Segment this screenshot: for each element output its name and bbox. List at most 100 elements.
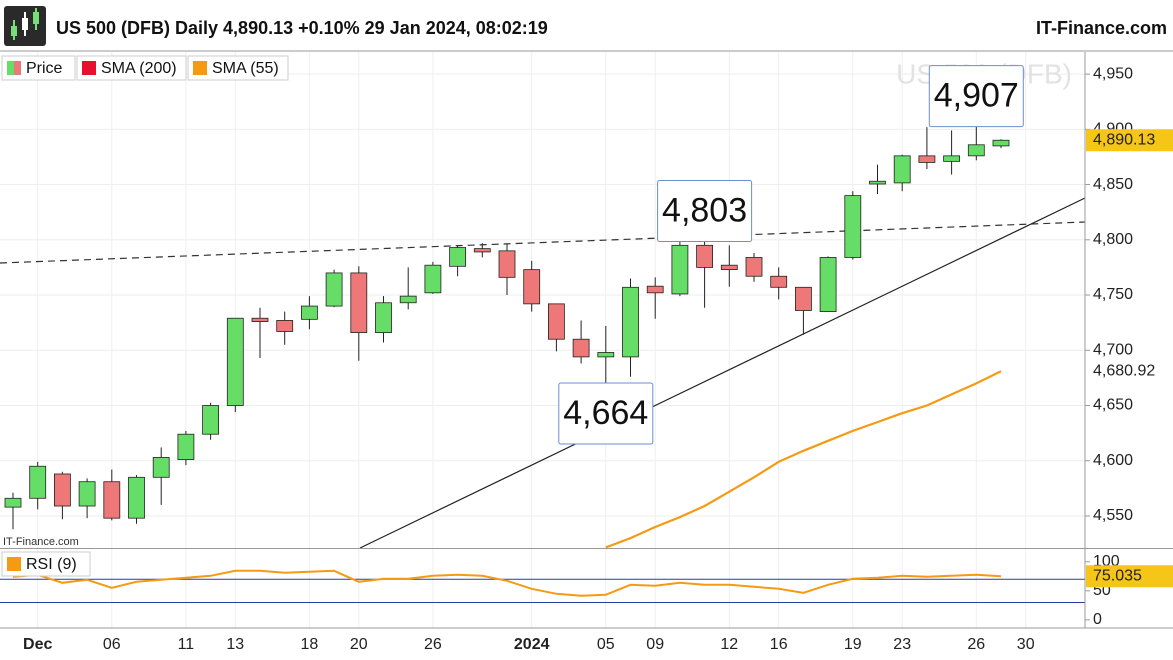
x-tick-label: 23 — [893, 636, 911, 653]
legend-item: RSI (9) — [1, 551, 91, 577]
candle-body — [745, 257, 763, 277]
logo-icon — [4, 6, 46, 46]
legend-item: SMA (200) — [76, 55, 187, 81]
x-tick-label: 20 — [350, 636, 368, 653]
candle-body — [54, 473, 71, 507]
candle-body — [473, 248, 491, 253]
sma-label: 4,680.92 — [1093, 363, 1155, 380]
candle-body — [276, 320, 294, 332]
header-bg — [0, 0, 1173, 50]
candle-body — [844, 195, 862, 258]
annotation-label: 4,803 — [662, 191, 747, 229]
candle-body — [202, 405, 220, 435]
candle-body — [424, 264, 442, 294]
candle-body — [498, 250, 516, 278]
candle-body — [943, 155, 960, 162]
candle-body — [548, 303, 565, 340]
candle-body — [918, 155, 936, 163]
brand: IT-Finance.com — [1036, 18, 1167, 38]
candle-body — [152, 457, 170, 478]
y-tick-label: 4,700 — [1093, 341, 1133, 358]
support-line — [359, 197, 1085, 548]
x-tick-label: 09 — [646, 636, 664, 653]
footer-brand: IT-Finance.com — [3, 536, 79, 548]
x-tick-label: Dec — [23, 636, 52, 653]
y-tick-label: 4,650 — [1093, 397, 1133, 414]
y-tick-label: 4,750 — [1093, 286, 1133, 303]
candle-body — [795, 286, 812, 311]
legend-item: SMA (55) — [187, 55, 289, 81]
candle-body — [572, 338, 590, 358]
legend-swatch — [82, 61, 96, 75]
rsi-label: 75.035 — [1093, 567, 1142, 584]
candle-body — [893, 155, 911, 184]
y-tick-label: 4,850 — [1093, 176, 1133, 193]
legend-swatch — [14, 61, 21, 75]
candle-body — [819, 257, 837, 312]
candle-body — [399, 295, 417, 304]
candle-body — [103, 481, 121, 519]
candle-body — [78, 481, 96, 507]
y-tick-label: 0 — [1093, 611, 1102, 628]
annotation-box — [657, 179, 753, 242]
price-label-box — [1086, 129, 1173, 152]
y-tick-label: 4,600 — [1093, 452, 1133, 469]
candle-body — [992, 139, 1010, 147]
x-tick-label: 2024 — [514, 636, 550, 653]
x-tick-label: 16 — [770, 636, 788, 653]
x-tick-label: 05 — [597, 636, 615, 653]
price-label: 4,890.13 — [1093, 131, 1155, 148]
x-tick-label: 12 — [720, 636, 738, 653]
candle-body — [325, 272, 343, 307]
legend-swatch — [193, 61, 207, 75]
y-tick-label: 4,950 — [1093, 65, 1133, 82]
candle-body — [646, 285, 664, 294]
resistance-line — [0, 221, 1085, 264]
candle-body — [300, 305, 318, 320]
header-title: US 500 (DFB) Daily 4,890.13 +0.10% 29 Ja… — [56, 18, 548, 38]
candle-body — [720, 264, 738, 271]
candle-body — [128, 476, 145, 519]
x-tick-label: 11 — [178, 636, 195, 653]
candle-body — [622, 286, 639, 358]
x-tick-label: 18 — [301, 636, 319, 653]
sma-label-box — [1086, 360, 1173, 383]
candle-body — [696, 244, 713, 268]
annotation-label: 4,907 — [934, 77, 1019, 115]
rsi-label-box — [1086, 565, 1173, 588]
candle-body — [449, 247, 467, 267]
x-tick-label: 26 — [967, 636, 985, 653]
y-tick-label: 4,800 — [1093, 231, 1133, 248]
sma-line — [605, 370, 1002, 548]
legend-swatch — [7, 557, 21, 571]
candle-body — [226, 317, 244, 406]
x-tick-label: 13 — [226, 636, 244, 653]
candle-body — [4, 497, 22, 508]
y-tick-label: 4,550 — [1093, 507, 1133, 524]
candle-body — [597, 352, 615, 358]
annotation-label: 4,664 — [563, 394, 648, 432]
legend-label: SMA (200) — [101, 60, 177, 77]
candle-body — [251, 317, 269, 322]
candle-body — [671, 244, 689, 295]
legend-item: Price — [1, 55, 76, 81]
x-tick-label: 19 — [844, 636, 862, 653]
candle-body — [869, 180, 886, 185]
candle-body — [770, 275, 788, 288]
candle-body — [967, 144, 985, 157]
legend-label: SMA (55) — [212, 60, 279, 77]
annotation-box — [558, 382, 654, 445]
candle-body — [177, 433, 195, 461]
x-tick-label: 26 — [424, 636, 442, 653]
annotation-box — [928, 65, 1024, 128]
candle-body — [29, 465, 47, 499]
legend-label: Price — [26, 60, 63, 77]
x-tick-label: 30 — [1017, 636, 1035, 653]
candle-body — [350, 272, 368, 333]
rsi-line — [12, 569, 1002, 597]
candle-body — [375, 302, 392, 333]
x-tick-label: 06 — [103, 636, 121, 653]
candle-body — [523, 269, 541, 305]
legend-label: RSI (9) — [26, 556, 77, 573]
